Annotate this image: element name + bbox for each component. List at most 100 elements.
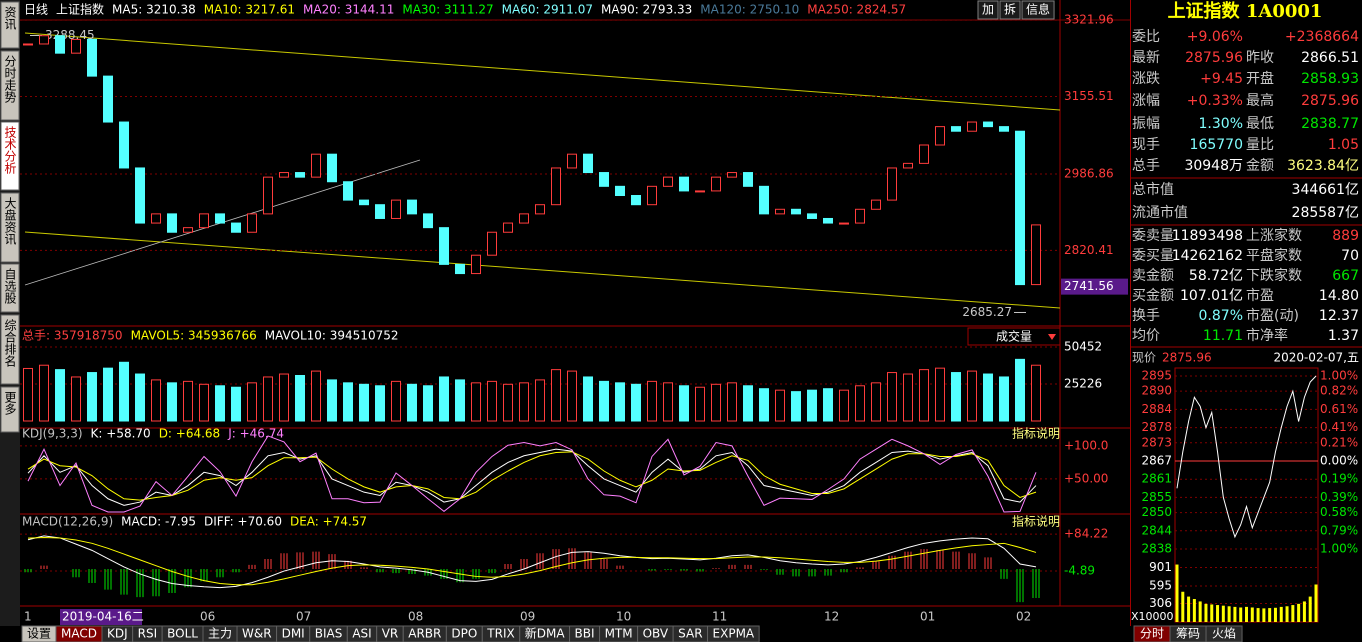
- quote-value: 2858.93: [1301, 71, 1359, 87]
- side-tab[interactable]: 分时走势: [0, 50, 20, 121]
- indicator-label: KDJ(9,3,3): [22, 427, 83, 441]
- indicator-tab[interactable]: TRIX: [481, 625, 521, 642]
- intraday-volume-bar: [1192, 599, 1196, 622]
- selector-frame: [967, 327, 1061, 346]
- volume-bar: [487, 380, 497, 422]
- intraday-volume-bar: [1256, 608, 1260, 622]
- volume-bar: [567, 370, 577, 422]
- indicator-tab[interactable]: KDJ: [101, 625, 134, 642]
- indicator-label: K: +58.70: [91, 427, 151, 441]
- indicator-tab[interactable]: MTM: [599, 625, 639, 642]
- indicator-tab[interactable]: OBV: [637, 625, 674, 642]
- indicator-tab[interactable]: ARBR: [402, 625, 447, 642]
- quote-label: 上涨家数: [1246, 227, 1302, 244]
- indicator-tab[interactable]: RSI: [132, 625, 163, 642]
- quote-value: 1.30%: [1199, 116, 1243, 132]
- indicator-tab[interactable]: EXPMA: [707, 625, 760, 642]
- volume-bar: [375, 385, 385, 422]
- candle: [311, 153, 321, 178]
- indicator-tab[interactable]: BOLL: [161, 625, 204, 642]
- quote-value: 11.71: [1203, 328, 1243, 344]
- y-tick-label: 2844: [1141, 523, 1172, 537]
- pct-label: 1.00%: [1320, 369, 1358, 383]
- intraday-volume-bar: [1210, 604, 1214, 622]
- quote-label: 最新: [1132, 50, 1160, 66]
- x-tick-label: 1: [24, 610, 32, 624]
- y-tick-label: 2895: [1141, 369, 1172, 383]
- help-button[interactable]: 指标说明: [1012, 426, 1060, 441]
- quote-value: 165770: [1190, 137, 1243, 153]
- candle: [935, 126, 945, 146]
- side-tab[interactable]: 自选股: [0, 263, 20, 313]
- view-tab[interactable]: 筹码: [1169, 625, 1207, 642]
- candle: [183, 227, 193, 233]
- price-value: 2875.96: [1162, 351, 1212, 365]
- candle: [1031, 224, 1041, 286]
- intraday-volume-bar: [1268, 608, 1272, 622]
- indicator-tab[interactable]: BBI: [569, 625, 601, 642]
- side-tab[interactable]: 综合排名: [0, 314, 20, 385]
- candle: [503, 222, 513, 233]
- volume-bar: [951, 372, 961, 422]
- indicator-tab[interactable]: W&R: [236, 625, 278, 642]
- toolbar-button[interactable]: 信息: [1021, 0, 1055, 20]
- x-tick-label: 06: [200, 610, 215, 624]
- toolbar-button[interactable]: 加: [977, 0, 999, 20]
- quote-value: 1.37: [1328, 328, 1359, 344]
- intraday-volume-bar: [1187, 596, 1191, 622]
- pct-label: 0.41%: [1320, 420, 1358, 434]
- quote-label: 量比: [1246, 137, 1274, 153]
- candle: [743, 172, 753, 187]
- candle: [727, 172, 737, 178]
- indicator-tab[interactable]: 设置: [21, 625, 57, 642]
- quote-label: 买金额: [1132, 288, 1174, 304]
- indicator-tab[interactable]: 新DMA: [519, 625, 571, 642]
- indicator-label: MAVOL5: 345936766: [131, 329, 257, 343]
- side-tab[interactable]: 更多: [0, 386, 20, 433]
- toolbar-button[interactable]: 拆: [999, 0, 1021, 20]
- quote-label: 流通市值: [1132, 204, 1188, 221]
- indicator-tab[interactable]: DPO: [445, 625, 483, 642]
- view-tab[interactable]: 分时: [1133, 625, 1171, 642]
- volume-bar: [999, 376, 1009, 422]
- tab-label: 分时: [1140, 627, 1164, 641]
- candle: [791, 208, 801, 215]
- candle: [135, 167, 145, 224]
- side-tab[interactable]: 大盘资讯: [0, 192, 20, 263]
- indicator-selector[interactable]: 成交量: [967, 327, 1061, 346]
- volume-bar: [263, 376, 273, 422]
- candle: [695, 190, 705, 193]
- candle: [71, 38, 81, 54]
- quote-label: 均价: [1132, 328, 1160, 344]
- x-tick-label: 08: [408, 610, 423, 624]
- indicator-tab[interactable]: SAR: [672, 625, 709, 642]
- candle: [615, 185, 625, 197]
- dea-line: [27, 537, 1037, 586]
- intraday-volume-bar: [1273, 607, 1277, 622]
- indicator-tab[interactable]: VR: [376, 625, 404, 642]
- indicator-tab[interactable]: MACD: [55, 625, 103, 642]
- intraday-volume-bar: [1216, 605, 1220, 622]
- indicator-tab[interactable]: ASI: [346, 625, 378, 642]
- help-button[interactable]: 指标说明: [1012, 514, 1060, 529]
- volume-bar: [231, 386, 241, 422]
- side-tab[interactable]: 资讯: [0, 1, 20, 49]
- volume-bar: [599, 380, 609, 422]
- indicator-tab[interactable]: BIAS: [309, 625, 348, 642]
- indicator-tab[interactable]: DMI: [276, 625, 311, 642]
- y-tick-label: 2850: [1141, 505, 1172, 519]
- view-tab[interactable]: 火焰: [1205, 625, 1243, 642]
- candle: [535, 204, 545, 215]
- volume-bar: [823, 388, 833, 422]
- volume-bar: [167, 382, 177, 422]
- candle: [807, 213, 817, 219]
- price-marker: [1061, 278, 1128, 295]
- candle: [967, 121, 977, 132]
- indicator-tab[interactable]: 主力: [202, 625, 238, 642]
- quote-label: 市净率: [1246, 327, 1288, 344]
- volume-bar: [215, 385, 225, 422]
- volume-bar: [471, 382, 481, 422]
- intraday-volume-bar: [1314, 584, 1318, 622]
- side-tab[interactable]: 技术分析: [0, 121, 20, 191]
